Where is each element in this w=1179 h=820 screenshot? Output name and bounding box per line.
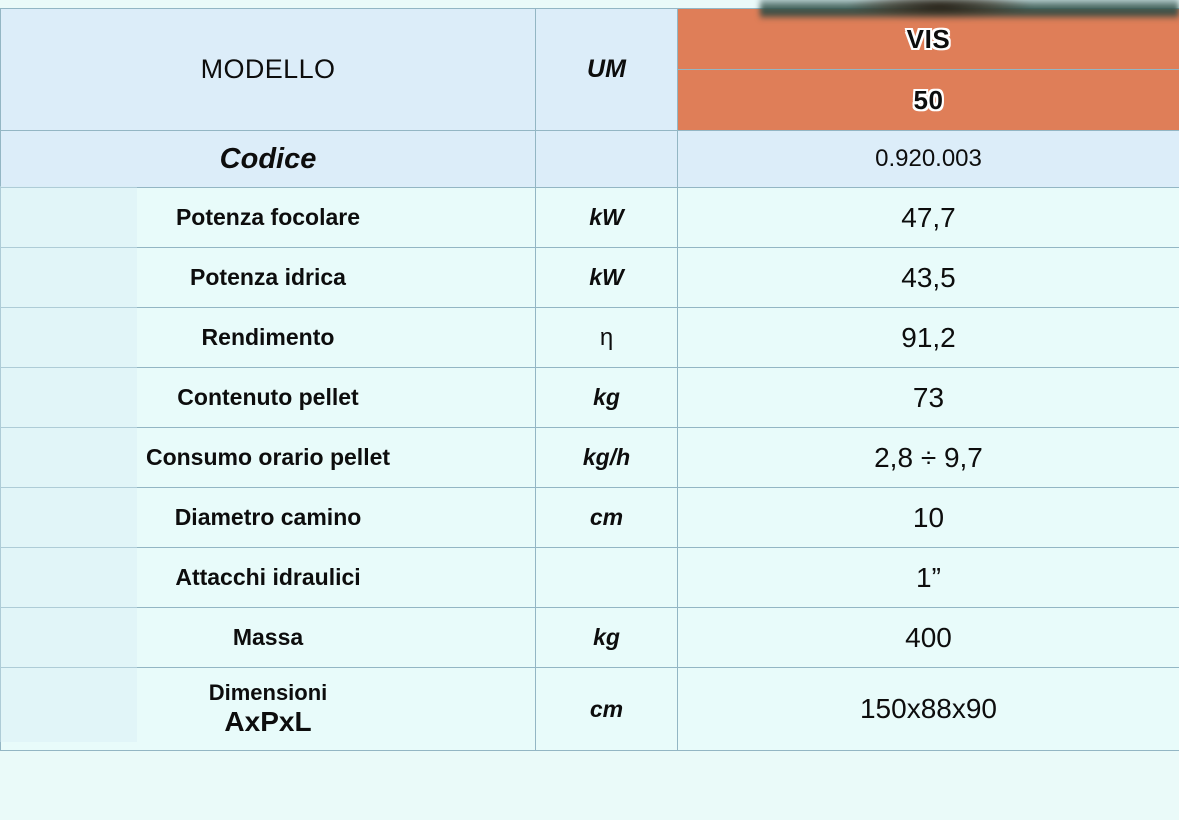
- row-value: 91,2: [677, 307, 1179, 368]
- table-header-row-model-number: 50: [1, 69, 1179, 131]
- table-row-dimensioni: Dimensioni AxPxL cm 150x88x90: [0, 667, 1179, 751]
- row-label: Diametro camino: [0, 487, 536, 548]
- row-value: 10: [677, 487, 1179, 548]
- row-value-codice: 0.920.003: [677, 130, 1179, 188]
- row-value: 47,7: [677, 187, 1179, 248]
- row-value: 150x88x90: [677, 667, 1179, 751]
- model-brand-cell: VIS: [677, 8, 1179, 70]
- technical-specifications-table: MODELLO UM VIS 50 Codice 0.920.003 Poten…: [0, 8, 1179, 751]
- table-header-row-brand: MODELLO UM VIS: [0, 8, 1179, 131]
- row-label: Potenza idrica: [0, 247, 536, 308]
- row-unit: kg: [535, 367, 678, 428]
- row-label: Massa: [0, 607, 536, 668]
- row-unit: kg: [535, 607, 678, 668]
- table-row: Contenuto pellet kg 73: [0, 367, 1179, 428]
- row-unit: [535, 547, 678, 608]
- row-unit: cm: [535, 667, 678, 751]
- table-row: Potenza idrica kW 43,5: [0, 247, 1179, 308]
- row-label: Potenza focolare: [0, 187, 536, 248]
- row-label: Rendimento: [0, 307, 536, 368]
- header-cell-um: UM: [535, 8, 678, 131]
- table-row: Massa kg 400: [0, 607, 1179, 668]
- table-row-codice: Codice 0.920.003: [0, 130, 1179, 188]
- row-unit: kg/h: [535, 427, 678, 488]
- row-unit: cm: [535, 487, 678, 548]
- dimensioni-word: Dimensioni: [208, 680, 328, 706]
- model-number-cell: 50: [677, 69, 1179, 131]
- row-unit: kW: [535, 247, 678, 308]
- row-label-dimensioni: Dimensioni AxPxL: [0, 667, 536, 751]
- row-unit: kW: [535, 187, 678, 248]
- row-value: 1”: [677, 547, 1179, 608]
- row-value: 43,5: [677, 247, 1179, 308]
- row-value: 73: [677, 367, 1179, 428]
- dimensioni-axis-order: AxPxL: [224, 705, 312, 737]
- row-value: 400: [677, 607, 1179, 668]
- table-row: Rendimento η 91,2: [0, 307, 1179, 368]
- row-unit-codice: [535, 130, 678, 188]
- row-unit: η: [535, 307, 678, 368]
- row-label: Contenuto pellet: [0, 367, 536, 428]
- table-row: Consumo orario pellet kg/h 2,8 ÷ 9,7: [0, 427, 1179, 488]
- model-number-label: 50: [912, 83, 945, 116]
- table-row: Attacchi idraulici 1”: [0, 547, 1179, 608]
- header-cell-modello: MODELLO: [0, 8, 536, 131]
- table-row: Diametro camino cm 10: [0, 487, 1179, 548]
- row-label: Attacchi idraulici: [0, 547, 536, 608]
- row-label-codice: Codice: [0, 130, 536, 188]
- model-brand-label: VIS: [905, 22, 951, 55]
- table-row: Potenza focolare kW 47,7: [0, 187, 1179, 248]
- row-label: Consumo orario pellet: [0, 427, 536, 488]
- row-value: 2,8 ÷ 9,7: [677, 427, 1179, 488]
